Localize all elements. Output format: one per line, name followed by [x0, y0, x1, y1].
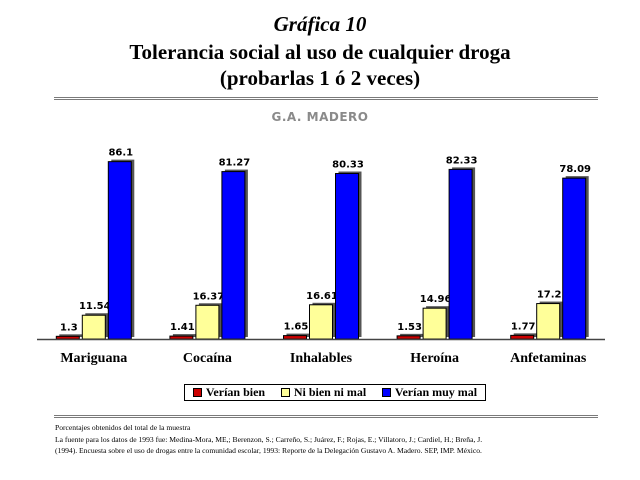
category-label-mariguana: Mariguana: [60, 351, 127, 366]
category-label-heroina: Heroína: [410, 351, 459, 366]
chart-title-line-2: (probarlas 1 ó 2 veces): [219, 66, 421, 90]
data-label: 86.1: [108, 148, 133, 159]
bar-anfetaminas-verian-muy-mal: [562, 177, 587, 340]
bar-cocaina-ni-bien-ni-mal: [195, 304, 220, 340]
bar-cocaina-verian-bien: [169, 335, 194, 340]
legend-label-ni-bien-ni-mal: Ni bien ni mal: [293, 385, 367, 399]
legend-swatch-verian-muy-mal: [381, 388, 391, 397]
data-label: 80.33: [332, 160, 364, 171]
legend-label-verian-muy-mal: Verían muy mal: [394, 385, 478, 399]
bottom-divider: [54, 415, 598, 418]
bar-mariguana-ni-bien-ni-mal: [81, 314, 106, 340]
legend-item-verian-muy-mal: Verían muy mal: [381, 385, 478, 400]
legend-item-verian-bien: Verían bien: [192, 385, 266, 400]
legend-swatch-ni-bien-ni-mal: [280, 388, 290, 397]
bar-shadow: [172, 334, 196, 337]
data-label: 82.33: [446, 155, 478, 166]
note-line: (1994). Encuesta sobre el uso de drogas …: [55, 446, 482, 455]
data-label: 1.3: [60, 322, 78, 333]
bar-cocaina-verian-muy-mal: [221, 171, 246, 340]
source-notes: Porcentajes obtenidos del total de la mu…: [55, 422, 615, 457]
chart-title-line-1: Tolerancia social al uso de cualquier dr…: [129, 40, 511, 64]
data-label: 78.09: [559, 164, 591, 175]
bar-anfetaminas-verian-bien: [510, 334, 535, 340]
legend-swatch-verian-bien: [192, 388, 202, 397]
legend: Verían bien Ni bien ni mal Verían muy ma…: [184, 384, 486, 401]
category-label-inhalables: Inhalables: [290, 351, 353, 366]
data-label: 81.27: [219, 158, 251, 169]
legend-label-verian-bien: Verían bien: [205, 385, 266, 399]
data-label: 17.2: [537, 290, 562, 301]
note-line: Porcentajes obtenidos del total de la mu…: [55, 423, 191, 432]
top-divider: [54, 97, 598, 100]
data-label: 14.96: [420, 294, 452, 305]
bar-inhalables-verian-muy-mal: [335, 173, 359, 340]
bar-inhalables-ni-bien-ni-mal: [309, 304, 333, 340]
data-label: 1.65: [284, 322, 309, 333]
bar-anfetaminas-ni-bien-ni-mal: [536, 303, 561, 340]
bar-heroina-verian-muy-mal: [448, 168, 473, 340]
category-label-anfetaminas: Anfetaminas: [510, 351, 587, 366]
category-label-cocaina: Cocaína: [183, 351, 232, 366]
bar-heroina-ni-bien-ni-mal: [422, 307, 447, 340]
data-label: 11.54: [79, 301, 111, 312]
data-label: 16.37: [193, 291, 225, 302]
chart-subtitle: G.A. MADERO: [271, 110, 369, 124]
bar-mariguana-verian-bien: [55, 335, 80, 340]
data-label: 1.77: [511, 321, 536, 332]
bar-mariguana-verian-muy-mal: [107, 161, 132, 340]
legend-item-ni-bien-ni-mal: Ni bien ni mal: [280, 385, 367, 400]
data-label: 16.61: [306, 291, 338, 302]
bar-shadow: [59, 334, 83, 337]
figure-label: Gráfica 10: [273, 12, 367, 36]
note-line: La fuente para los datos de 1993 fue: Me…: [55, 434, 483, 444]
bar-heroina-verian-bien: [396, 335, 421, 340]
data-label: 1.53: [397, 322, 422, 333]
bar-inhalables-verian-bien: [283, 335, 307, 340]
data-label: 1.41: [170, 322, 195, 333]
